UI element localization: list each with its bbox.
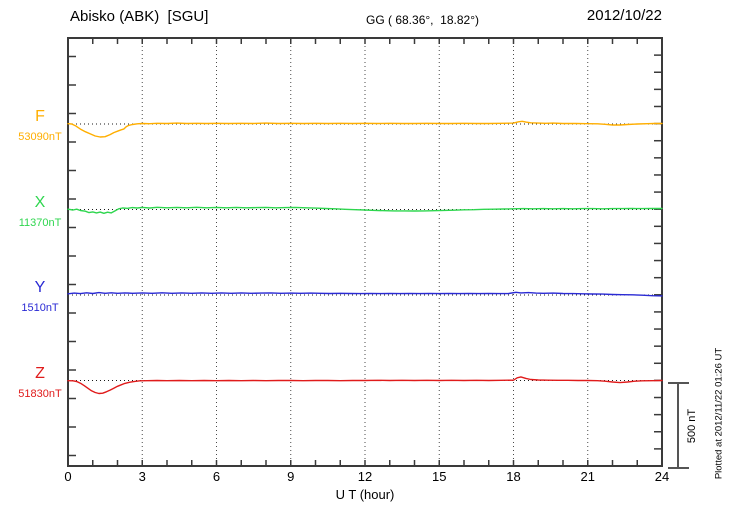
- channel-baseline-value-X: 11370nT: [18, 216, 62, 229]
- x-tick-label-21: 21: [580, 469, 595, 484]
- trace-Y: [67, 291, 663, 297]
- x-tick-label-24: 24: [654, 469, 670, 484]
- x-tick-label-15: 15: [432, 469, 447, 484]
- x-tick-label-0: 0: [64, 469, 72, 484]
- x-tick-label-18: 18: [506, 469, 521, 484]
- geo-coordinates: GG ( 68.36°, 18.82°): [366, 13, 479, 27]
- channel-baseline-value-F: 53090nT: [18, 131, 62, 143]
- trace-Z: [67, 376, 663, 395]
- scale-bar-label: 500 nT: [686, 408, 698, 444]
- channel-letter-X: X: [34, 193, 46, 211]
- channel-letter-Y: Y: [34, 279, 46, 296]
- station-title: Abisko (ABK) [SGU]: [70, 8, 209, 25]
- channel-letter-Z: Z: [35, 364, 45, 382]
- channel-baseline-value-Z: 51830nT: [18, 387, 62, 400]
- channel-baseline-value-Y: 1510nT: [21, 302, 59, 314]
- x-tick-label-3: 3: [138, 469, 146, 484]
- plot-date: 2012/10/22: [586, 7, 662, 24]
- trace-F: [67, 120, 663, 138]
- x-axis-title: U T (hour): [335, 487, 395, 502]
- x-tick-label-6: 6: [212, 469, 221, 484]
- x-tick-label-12: 12: [357, 469, 373, 484]
- trace-X: [67, 206, 663, 215]
- channel-letter-F: F: [35, 108, 45, 125]
- x-tick-label-9: 9: [287, 469, 295, 484]
- plotted-at-note: Plotted at 2012/11/22 01:26 UT: [713, 347, 725, 480]
